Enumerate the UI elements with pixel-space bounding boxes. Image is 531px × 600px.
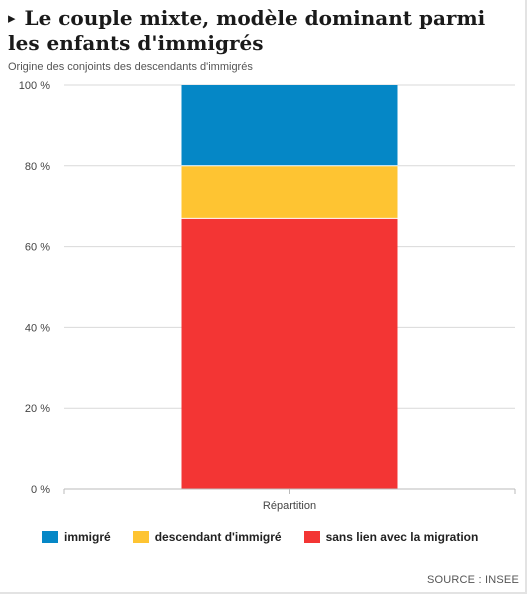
chart-title-text: Le couple mixte, modèle dominant parmi l… [8, 6, 486, 55]
legend-label: descendant d'immigré [154, 530, 282, 544]
y-tick-label: 80 % [25, 161, 50, 173]
legend-swatch [42, 531, 58, 543]
source-note: SOURCE : INSEE [426, 574, 519, 586]
y-tick-label: 60 % [25, 242, 50, 254]
x-tick-label: Répartition [263, 500, 316, 512]
chart-title: ▸ Le couple mixte, modèle dominant parmi… [8, 6, 523, 56]
legend-label: sans lien avec la migration [325, 530, 479, 544]
legend-item: descendant d'immigré [132, 530, 282, 544]
y-tick-label: 100 % [19, 80, 50, 92]
legend-swatch [132, 531, 149, 543]
legend-label: immigré [64, 530, 111, 544]
legend-item: sans lien avec la migration [303, 530, 479, 544]
chart-subtitle: Origine des conjoints des descendants d'… [8, 61, 253, 73]
bar-segment [181, 85, 398, 166]
y-tick-label: 20 % [25, 403, 50, 415]
legend-item: immigré [42, 530, 111, 544]
bar-segment [181, 165, 398, 219]
y-tick-label: 40 % [25, 322, 50, 334]
y-tick-label: 0 % [31, 484, 50, 496]
chart-legend: immigré descendant d'immigré sans lien ave… [42, 530, 500, 544]
bar-segment [181, 218, 398, 489]
title-marker-icon: ▸ [8, 9, 16, 27]
legend-swatch [303, 531, 320, 543]
